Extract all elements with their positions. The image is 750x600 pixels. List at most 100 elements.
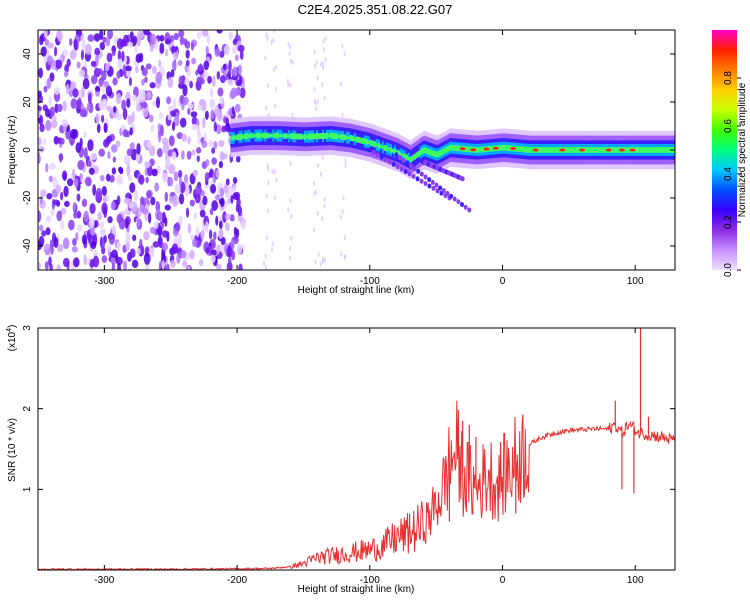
spectrogram-noise-blob xyxy=(178,30,185,38)
spectrogram-noise-streak xyxy=(323,95,326,101)
spectrogram-noise-blob xyxy=(224,222,230,232)
spectrogram-ridge-cell xyxy=(564,147,568,153)
spectrogram-noise-blob xyxy=(125,231,131,244)
spectrogram-noise-blob xyxy=(111,167,117,175)
spectrogram-noise-blob xyxy=(165,48,169,57)
spectrogram-noise-blob xyxy=(158,59,162,68)
spectrogram-noise-blob xyxy=(229,214,235,222)
spectrogram-ridge-cell xyxy=(634,147,637,153)
spectrogram-ridge-cell xyxy=(244,133,247,140)
spectrogram-noise-blob xyxy=(101,185,107,197)
spectrogram-noise-blob xyxy=(43,138,47,145)
colorbar-tick-label: 0.0 xyxy=(723,263,734,277)
spectrogram-ridge-cell xyxy=(359,137,363,144)
spectrogram-noise-blob xyxy=(186,265,191,270)
spectrogram-noise-blob xyxy=(232,184,236,195)
spectrogram-noise-blob xyxy=(200,229,205,240)
spectrogram-noise-blob xyxy=(66,178,74,187)
spectrogram-noise-streak xyxy=(322,65,325,71)
spectrogram-noise-blob xyxy=(239,50,244,61)
spectrogram-ridge-cell xyxy=(274,132,277,139)
spectrogram-noise-blob xyxy=(195,69,199,76)
spectrogram-noise-blob xyxy=(180,150,185,160)
spectrogram-noise-blob xyxy=(160,124,164,137)
spectrogram-noise-blob xyxy=(90,153,97,160)
spectrogram-noise-streak xyxy=(323,203,326,209)
snr-panel: -300 -200 -100 0 100 1 2 3 Height of straight … xyxy=(6,325,676,595)
spectrogram-ridge-cell xyxy=(339,133,343,140)
spectrogram-branch-cell xyxy=(445,190,450,196)
spectrogram-ridge-cell xyxy=(391,149,394,153)
spectrogram-noise-blob xyxy=(50,208,55,217)
spectrogram-noise-blob xyxy=(230,239,235,250)
spectrogram-noise-blob xyxy=(43,30,48,39)
spectrogram-ridge-cell xyxy=(314,133,317,140)
spectrogram-noise-blob xyxy=(105,36,111,47)
colorbar-ticks: 0.0 0.2 0.4 0.6 0.8 xyxy=(723,71,741,277)
spectrogram-ridge-cell xyxy=(646,147,649,153)
spectrogram-ridge-cell xyxy=(594,147,597,153)
spectrogram-noise-blob xyxy=(99,41,106,51)
spectrogram-ridge-cell xyxy=(343,134,347,141)
spectrogram-noise-blob xyxy=(43,85,48,93)
spectrogram-branch-cell xyxy=(383,157,388,163)
spectrogram-ridge-cell xyxy=(443,147,446,154)
spectrogram-ridge-cell xyxy=(242,135,245,138)
spectrogram-noise-blob xyxy=(149,226,157,234)
spectrogram-noise-blob xyxy=(132,35,138,44)
spectrogram-noise-streak xyxy=(271,168,274,174)
spectrogram-noise-blob xyxy=(101,84,105,93)
spectrogram-noise-blob xyxy=(99,174,105,182)
spectrogram-ridge-cell xyxy=(523,146,526,153)
spectrogram-noise-streak xyxy=(262,260,265,266)
spectrogram-noise-blob xyxy=(227,257,232,266)
spectrogram-ridge-cell xyxy=(656,147,659,153)
spectrogram-ridge-cell xyxy=(351,135,355,142)
spectrogram-branch-cell xyxy=(452,196,457,202)
spectrogram-noise-streak xyxy=(324,36,327,42)
spectrogram-ridge-cell xyxy=(517,146,520,152)
spectrogram-noise-blob xyxy=(40,46,47,57)
svg-text:(x104): (x104) xyxy=(6,325,18,352)
spectrogram-noise-blob xyxy=(174,222,181,232)
spectrogram-y-tick-label: 40 xyxy=(22,48,33,60)
spectrogram-noise-streak xyxy=(264,253,267,259)
spectrogram-ridge-cell xyxy=(568,147,572,153)
spectrogram-noise-blob xyxy=(205,247,210,254)
spectrogram-noise-blob xyxy=(234,191,241,201)
snr-plot-area xyxy=(38,328,675,570)
spectrogram-noise-blob xyxy=(107,216,113,224)
spectrogram-noise-blob xyxy=(179,36,185,46)
spectrogram-noise-blob xyxy=(88,160,92,168)
spectrogram-noise-blob xyxy=(167,114,172,121)
spectrogram-noise-blob xyxy=(206,35,211,45)
spectrogram-noise-blob xyxy=(106,105,112,112)
spectrogram-noise-blob xyxy=(173,33,179,41)
spectrogram-branch-cell xyxy=(434,182,439,188)
spectrogram-x-tick-label: 100 xyxy=(627,276,644,287)
spectrogram-noise-blob xyxy=(52,176,58,189)
spectrogram-ridge-cell xyxy=(552,147,556,153)
spectrogram-branch-cell xyxy=(438,185,443,191)
spectrogram-noise-streak xyxy=(266,235,269,241)
spectrogram-noise-blob xyxy=(161,260,165,270)
spectrogram-noise-blob xyxy=(111,50,116,57)
spectrogram-noise-blob xyxy=(73,257,80,268)
spectrogram-branch-cell xyxy=(387,159,392,165)
spectrogram-noise-blob xyxy=(210,109,215,120)
spectrogram-branch-cell xyxy=(431,185,436,191)
spectrogram-noise-blob xyxy=(102,36,107,43)
spectrogram-noise-blob xyxy=(190,234,195,241)
spectrogram-noise-blob xyxy=(54,46,58,57)
spectrogram-noise-blob xyxy=(83,147,88,160)
spectrogram-noise-streak xyxy=(313,190,316,196)
spectrogram-noise-blob xyxy=(110,201,116,211)
spectrogram-ridge-cell xyxy=(455,145,458,152)
spectrogram-ridge-cell xyxy=(531,147,534,153)
spectrogram-noise-streak xyxy=(340,214,343,220)
spectrogram-noise-blob xyxy=(129,182,136,193)
spectrogram-noise-blob xyxy=(116,113,123,121)
spectrogram-noise-blob xyxy=(132,234,137,242)
spectrogram-noise-blob xyxy=(101,240,105,249)
snr-scale-note: (x104) xyxy=(6,325,18,352)
